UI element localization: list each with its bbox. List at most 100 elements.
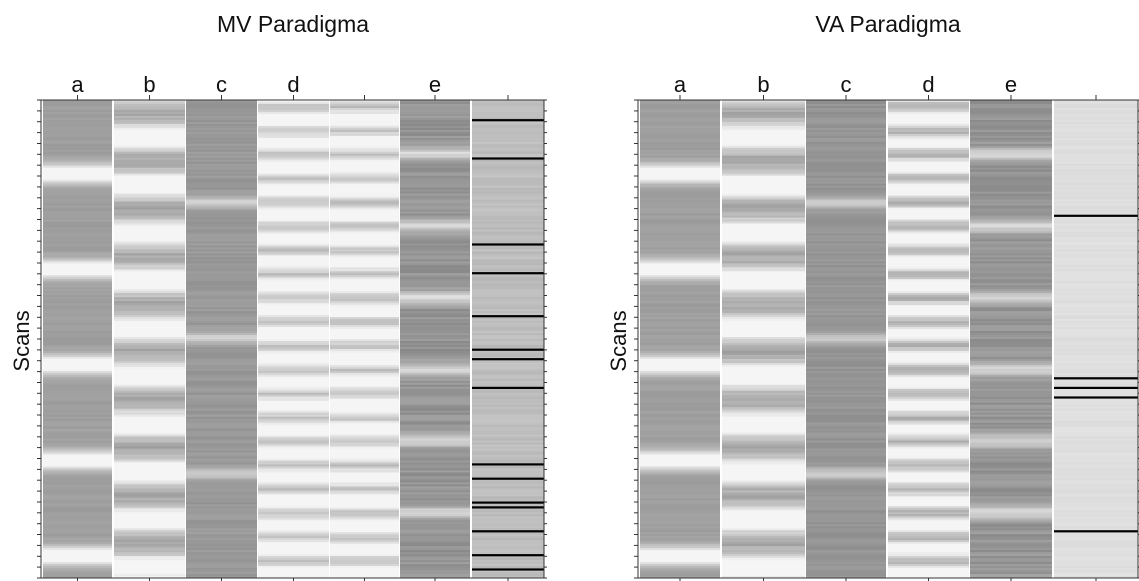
heatmap-cell <box>258 275 329 278</box>
heatmap-cell <box>640 245 720 248</box>
heatmap-cell <box>472 305 544 308</box>
heatmap-cell <box>472 183 544 186</box>
heatmap-cell <box>258 153 329 157</box>
heatmap-cell <box>806 313 886 316</box>
heatmap-cell <box>114 145 185 149</box>
heatmap-cell <box>970 410 1052 414</box>
heatmap-cell <box>970 123 1052 127</box>
heatmap-cell <box>722 315 805 318</box>
heatmap-cell <box>258 291 329 294</box>
heatmap-cell <box>400 352 470 356</box>
heatmap-cell <box>640 492 720 495</box>
heatmap-cell <box>258 335 329 338</box>
heatmap-cell <box>330 287 399 290</box>
heatmap-cell <box>472 542 544 545</box>
heatmap-cell <box>888 237 969 240</box>
heatmap-cell <box>400 267 470 270</box>
heatmap-cell <box>43 217 112 220</box>
heatmap-cell <box>186 325 257 328</box>
heatmap-cell <box>258 263 329 266</box>
heatmap-cell <box>472 139 544 143</box>
heatmap-cell <box>472 257 544 260</box>
heatmap-cell <box>114 406 185 410</box>
heatmap-cell <box>330 163 399 167</box>
heatmap-cell <box>258 145 329 149</box>
heatmap-cell <box>722 548 805 551</box>
heatmap-cell <box>1054 329 1138 332</box>
heatmap-cell <box>1054 185 1138 188</box>
heatmap-cell <box>1054 233 1138 236</box>
heatmap-cell <box>114 544 185 547</box>
heatmap-cell <box>186 462 257 465</box>
heatmap-cell <box>722 416 805 420</box>
heatmap-cell <box>330 213 399 216</box>
heatmap-cell <box>400 251 470 254</box>
heatmap-cell <box>970 293 1052 296</box>
heatmap-cell <box>722 331 805 334</box>
heatmap-cell <box>1054 325 1138 328</box>
heatmap-cell <box>43 470 112 473</box>
heatmap-cell <box>472 474 544 477</box>
heatmap-cell <box>43 546 112 549</box>
heatmap-cell <box>806 301 886 304</box>
heatmap-cell <box>1054 512 1138 515</box>
heatmap-cell <box>186 382 257 386</box>
heatmap-cell <box>888 167 969 171</box>
heatmap-cell <box>43 287 112 290</box>
heatmap-cell <box>1054 123 1138 127</box>
heatmap-cell <box>43 516 112 519</box>
heatmap-cell <box>43 203 112 206</box>
heatmap-cell <box>806 368 886 372</box>
heatmap-cell <box>970 175 1052 179</box>
heatmap-cell <box>722 478 805 481</box>
heatmap-cell <box>888 333 969 336</box>
heatmap-cell <box>888 259 969 262</box>
heatmap-cell <box>43 456 112 459</box>
heatmap-cell <box>114 362 185 366</box>
heatmap-cell <box>400 470 470 473</box>
heatmap-cell <box>640 209 720 212</box>
heatmap-cell <box>472 289 544 292</box>
heatmap-cell <box>258 161 329 165</box>
heatmap-cell <box>722 301 805 304</box>
heatmap-cell <box>806 430 886 433</box>
heatmap-cell <box>1054 203 1138 206</box>
heatmap-cell <box>722 307 805 310</box>
heatmap-cell <box>114 538 185 541</box>
heatmap-cell <box>640 448 720 451</box>
heatmap-cell <box>806 360 886 364</box>
event-line <box>472 477 544 480</box>
heatmap-cell <box>970 211 1052 214</box>
heatmap-cell <box>1054 199 1138 202</box>
heatmap-cell <box>970 412 1052 416</box>
heatmap-cell <box>888 319 969 322</box>
heatmap-cell <box>722 271 805 274</box>
heatmap-cell <box>330 269 399 272</box>
heatmap-cell <box>186 384 257 388</box>
heatmap-cell <box>1054 221 1138 224</box>
heatmap-cell <box>970 564 1052 567</box>
heatmap-cell <box>400 374 470 378</box>
heatmap-cell <box>722 321 805 324</box>
heatmap-cell <box>1054 464 1138 467</box>
heatmap-cell <box>806 466 886 469</box>
heatmap-cell <box>43 139 112 143</box>
heatmap-cell <box>330 340 399 344</box>
heatmap-cell <box>806 161 886 165</box>
heatmap-cell <box>888 273 969 276</box>
heatmap-cell <box>186 530 257 533</box>
heatmap-cell <box>258 362 329 366</box>
column-label: c <box>841 72 852 97</box>
heatmap-cell <box>114 530 185 533</box>
heatmap-cell <box>258 273 329 276</box>
heatmap-cell <box>640 131 720 135</box>
heatmap-cell <box>888 227 969 230</box>
heatmap-cell <box>114 251 185 254</box>
heatmap-cell <box>722 376 805 380</box>
heatmap-cell <box>43 500 112 503</box>
heatmap-cell <box>186 502 257 505</box>
heatmap-cell <box>1054 508 1138 511</box>
heatmap-cell <box>43 283 112 286</box>
heatmap-cell <box>806 536 886 539</box>
heatmap-cell <box>186 315 257 318</box>
